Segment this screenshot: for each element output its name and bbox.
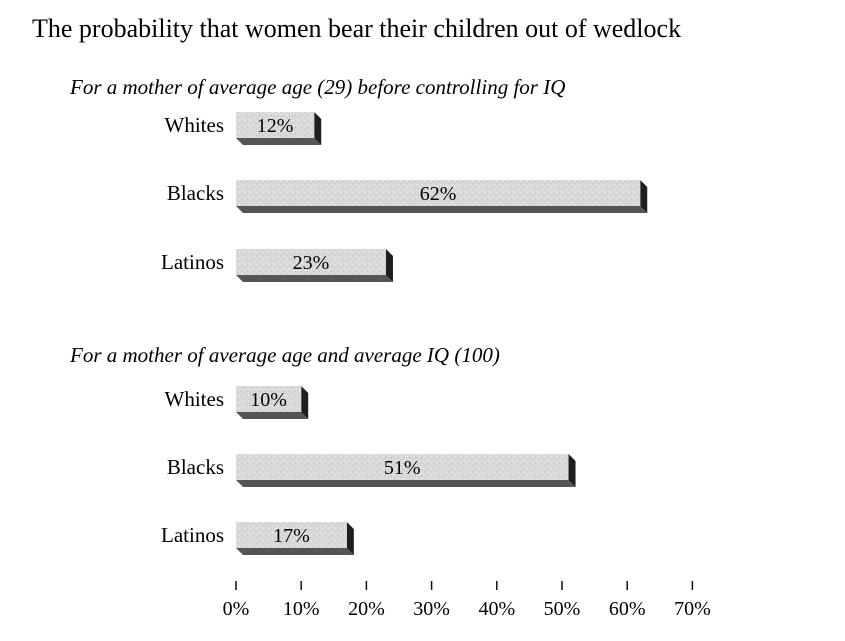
bar-value-label: 62%	[420, 183, 457, 205]
bar-shadow	[236, 138, 322, 145]
bar-group: Whites 10%	[165, 386, 309, 419]
x-tick-label: 0%	[223, 598, 250, 620]
category-label: Whites	[165, 387, 224, 411]
x-tick-label: 60%	[609, 598, 646, 620]
bar-shadow	[236, 480, 576, 487]
bar-shadow	[236, 206, 648, 213]
chart-title: The probability that women bear their ch…	[32, 14, 681, 43]
x-tick-label: 20%	[348, 598, 385, 620]
bars: Whites 12% Blacks 62% Latinos 23% Whites 10% Bla…	[161, 112, 648, 555]
bar-group: Blacks 62%	[167, 180, 648, 213]
x-tick-label: 10%	[283, 598, 320, 620]
bar	[236, 112, 315, 138]
bar-side	[640, 180, 648, 213]
x-tick-label: 40%	[478, 598, 515, 620]
bar-value-label: 10%	[250, 389, 287, 411]
bar-value-label: 51%	[384, 457, 421, 479]
bar	[236, 522, 347, 548]
bar-side	[568, 454, 576, 487]
category-label: Latinos	[161, 250, 224, 274]
category-label: Blacks	[167, 455, 224, 479]
bar-shadow	[236, 275, 393, 282]
x-tick-label: 50%	[544, 598, 581, 620]
bar-value-label: 12%	[257, 115, 294, 137]
x-tick-label: 70%	[674, 598, 711, 620]
bar-value-label: 17%	[273, 525, 310, 547]
bar	[236, 180, 641, 206]
bar-shadow	[236, 548, 354, 555]
bar-group: Latinos 23%	[161, 249, 393, 282]
bar-side	[346, 522, 354, 555]
bar-side	[301, 386, 309, 419]
panel-subtitle-2: For a mother of average age and average …	[69, 343, 500, 367]
bar-group: Whites 12%	[165, 112, 322, 145]
bar	[236, 249, 386, 275]
category-label: Blacks	[167, 181, 224, 205]
x-axis: 0% 10% 20% 30% 40% 50% 60% 70%	[223, 581, 711, 620]
x-tick-label: 30%	[413, 598, 450, 620]
bar-value-label: 23%	[293, 252, 330, 274]
bar-side	[314, 112, 322, 145]
bar-shadow	[236, 412, 309, 419]
bar-group: Blacks 51%	[167, 454, 576, 487]
bar	[236, 454, 569, 480]
category-label: Whites	[165, 113, 224, 137]
bar-group: Latinos 17%	[161, 522, 354, 555]
panel-subtitle-1: For a mother of average age (29) before …	[69, 75, 565, 99]
bar-side	[385, 249, 393, 282]
category-label: Latinos	[161, 523, 224, 547]
bar	[236, 386, 302, 412]
